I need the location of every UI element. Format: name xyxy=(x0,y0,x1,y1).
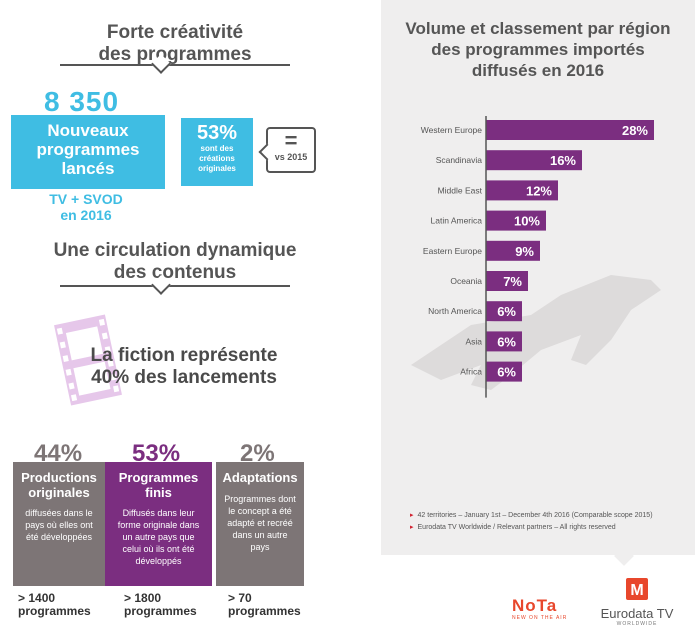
equals-icon: = xyxy=(284,128,298,153)
scope-line2: en 2016 xyxy=(60,207,112,223)
new-programs-line1: Nouveaux xyxy=(47,121,129,140)
bar xyxy=(486,150,582,171)
bar-value-label: 10% xyxy=(514,214,540,229)
bars-layer: Western Europe 28% Scandinavia 16% Middle Ea… xyxy=(421,120,654,382)
eurodata-logo: M Eurodata TV WORLDWIDE xyxy=(587,578,687,627)
col3-box: Adaptations Programmes dont le concept a… xyxy=(216,462,304,586)
nota-logo: NoTa NEW ON THE AIR xyxy=(512,596,568,622)
col1-count-line1: > 1400 xyxy=(18,591,56,605)
nota-logo-word: NoTa xyxy=(512,596,558,615)
bar xyxy=(486,120,654,140)
bar-category-label: Western Europe xyxy=(421,125,483,135)
col3-count: > 70 programmes xyxy=(228,592,301,618)
airplane-watermark-icon xyxy=(411,275,661,390)
bar-category-label: Scandinavia xyxy=(436,155,483,165)
section2-title-line1: Une circulation dynamique xyxy=(53,240,297,261)
section1-title-line1: Forte créativité xyxy=(106,22,244,43)
section1-divider xyxy=(60,64,290,66)
eurodata-mark-letter: M xyxy=(630,582,643,599)
col1-count-line2: programmes xyxy=(18,604,91,618)
col2-desc: Diffusés dans leur forme originale dans … xyxy=(117,508,200,566)
section2-title: Une circulation dynamique des contenus xyxy=(30,240,320,284)
fiction-statement: La fiction représente 40% des lancements xyxy=(74,345,294,389)
section2-title-line2: des contenus xyxy=(113,262,237,283)
new-programs-count: 8 350 xyxy=(44,86,120,117)
bar-category-label: Middle East xyxy=(438,185,483,195)
eurodata-logo-tag: WORLDWIDE xyxy=(616,621,658,627)
chart-panel xyxy=(381,0,695,555)
col3-count-line2: programmes xyxy=(228,604,301,618)
bar-category-label: Oceania xyxy=(450,276,482,286)
section2-divider xyxy=(60,285,290,287)
bar xyxy=(486,210,546,231)
bar-category-label: Latin America xyxy=(431,216,483,226)
scope-line1: TV + SVOD xyxy=(49,191,123,207)
col2-count-line1: > 1800 xyxy=(124,591,162,605)
chart-title-line2: des programmes importés xyxy=(431,40,645,59)
bar-value-label: 12% xyxy=(526,183,552,198)
fiction-line2: 40% des lancements xyxy=(91,367,277,388)
col3-count-line1: > 70 xyxy=(228,591,252,605)
bar xyxy=(486,361,522,382)
bar xyxy=(486,271,528,291)
col1-desc: diffusées dans le pays où elles ont été … xyxy=(25,508,93,542)
col2-title-line2: finis xyxy=(145,485,172,500)
bar-category-label: Asia xyxy=(465,336,482,346)
chart-title-line1: Volume et classement par région xyxy=(405,19,671,38)
bar-value-label: 28% xyxy=(622,123,648,138)
new-programs-line2: programmes xyxy=(36,140,140,159)
section1-title: Forte créativité des programmes xyxy=(60,22,290,66)
eurodata-mark-icon: M xyxy=(626,578,648,600)
original-share-line1: sont des xyxy=(200,144,234,153)
bar-value-label: 6% xyxy=(497,304,516,319)
col1-title-line2: originales xyxy=(28,485,90,500)
vs-2015-bubble: = vs 2015 xyxy=(266,127,316,173)
eurodata-logo-word: Eurodata TV xyxy=(600,606,674,621)
footnote-source: Eurodata TV Worldwide / Relevant partner… xyxy=(410,522,653,534)
original-share-pct: 53% xyxy=(196,122,238,144)
film-strip-icon xyxy=(54,314,122,406)
chart-title-line3: diffusés en 2016 xyxy=(471,61,605,80)
fiction-line1: La fiction représente xyxy=(90,345,278,366)
original-share-box: 53% sont des créations originales xyxy=(181,118,253,186)
footnote-scope: 42 territories – January 1st – December … xyxy=(410,510,653,522)
bar-value-label: 6% xyxy=(497,334,516,349)
section1-title-line2: des programmes xyxy=(98,44,252,65)
new-programs-line3: lancés xyxy=(61,159,115,178)
chart-footnotes: 42 territories – January 1st – December … xyxy=(410,510,653,534)
original-share-line3: originales xyxy=(198,164,236,173)
bar-value-label: 6% xyxy=(497,365,516,380)
col1-box: Productions originales diffusées dans le… xyxy=(13,462,105,586)
col2-box: Programmes finis Diffusés dans leur form… xyxy=(105,462,212,586)
bar-value-label: 16% xyxy=(550,153,576,168)
region-bar-chart: Western Europe 28% Scandinavia 16% Middle Ea… xyxy=(411,116,661,398)
bar-value-label: 9% xyxy=(515,244,534,259)
bar-category-label: Eastern Europe xyxy=(423,246,482,256)
nota-logo-tag: NEW ON THE AIR xyxy=(512,615,568,621)
col3-title-line1: Adaptations xyxy=(222,470,298,485)
bar-category-label: Africa xyxy=(460,367,482,377)
col2-title-line1: Programmes xyxy=(118,470,199,485)
bar xyxy=(486,240,540,261)
col3-desc: Programmes dont le concept a été adapté … xyxy=(224,494,296,552)
col1-count: > 1400 programmes xyxy=(18,592,91,618)
bar xyxy=(486,180,558,201)
chart-title: Volume et classement par région des prog… xyxy=(388,18,688,81)
vs-2015-label: vs 2015 xyxy=(274,152,308,162)
col2-count: > 1800 programmes xyxy=(124,592,197,618)
scope-label: TV + SVOD en 2016 xyxy=(24,191,148,223)
col2-count-line2: programmes xyxy=(124,604,197,618)
new-programs-box: Nouveaux programmes lancés xyxy=(11,115,165,189)
bar-category-label: North America xyxy=(428,306,482,316)
bar xyxy=(486,331,522,352)
bar-value-label: 7% xyxy=(503,274,522,289)
col1-title-line1: Productions xyxy=(21,470,97,485)
bar xyxy=(486,301,522,322)
original-share-line2: créations xyxy=(199,154,235,163)
